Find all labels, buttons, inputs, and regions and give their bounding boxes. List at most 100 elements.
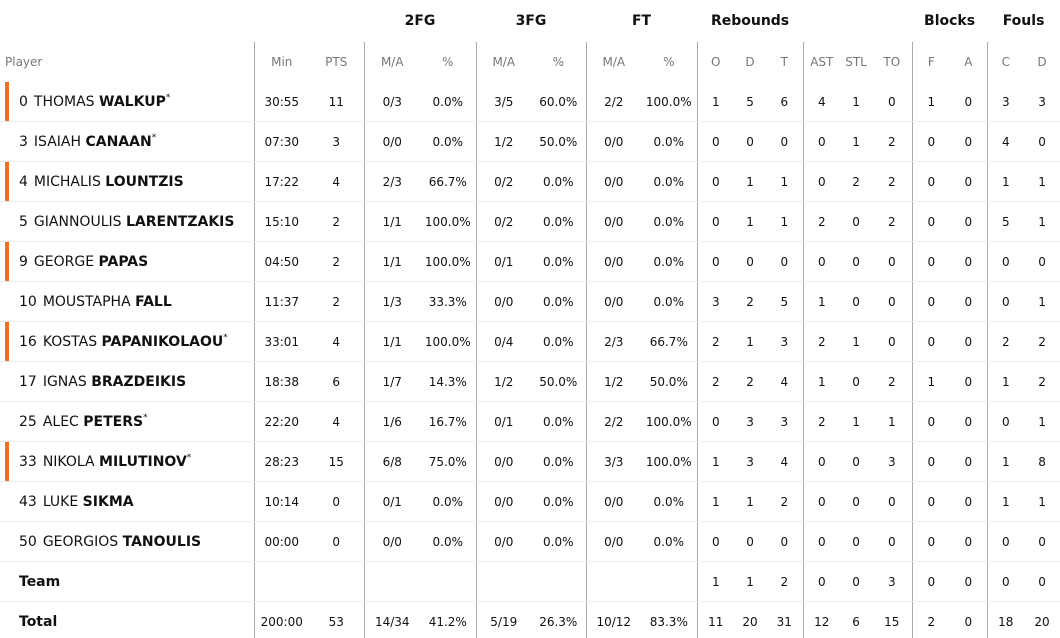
stat-ft-ma: 2/2 xyxy=(585,82,642,122)
stat-3fg-pct: 0.0% xyxy=(531,401,587,442)
player-last-name[interactable]: CANAAN xyxy=(85,133,152,150)
column-header-ast[interactable]: AST xyxy=(802,42,841,82)
stat-ast: 0 xyxy=(802,121,841,162)
column-header-reb-d[interactable]: D xyxy=(745,55,755,69)
column-header-player[interactable]: Player xyxy=(5,55,43,69)
column-header-2fg-ma[interactable]: M/A xyxy=(363,42,420,82)
player-last-name[interactable]: WALKUP xyxy=(99,93,166,110)
player-cell[interactable]: 43 LUKE SIKMA xyxy=(0,481,254,522)
on-court-indicator xyxy=(5,82,9,121)
stat-fouls-d: 1 xyxy=(1024,401,1060,442)
stat-ast: 0 xyxy=(802,441,841,482)
player-last-name[interactable]: LOUNTZIS xyxy=(105,173,184,190)
player-cell[interactable]: 33 NIKOLA MILUTINOV* xyxy=(0,441,254,482)
stat-to: 0 xyxy=(872,241,913,282)
stat-3fg-pct: 0.0% xyxy=(531,241,587,282)
stat-2fg-pct: 16.7% xyxy=(420,401,477,442)
column-header-ft-pct[interactable]: % xyxy=(663,55,675,69)
table-row[interactable]: 17 IGNAS BRAZDEIKIS 18:38 6 1/7 14.3% 1/2 50.0%… xyxy=(0,361,1060,402)
stat-ft-pct: 0.0% xyxy=(641,481,698,522)
column-header-blk-a[interactable]: A xyxy=(964,55,973,69)
table-row[interactable]: 0 THOMAS WALKUP* 30:55 11 0/3 0.0% 3/5 60.0% 2/2… xyxy=(0,82,1060,122)
player-last-name[interactable]: FALL xyxy=(135,293,172,310)
player-number: 43 xyxy=(19,493,37,510)
player-cell[interactable]: 10 MOUSTAPHA FALL xyxy=(0,281,254,322)
stat-3fg-pct: 0.0% xyxy=(531,521,587,562)
player-cell[interactable]: 50 GEORGIOS TANOULIS xyxy=(0,521,254,562)
column-header-fouls-d[interactable]: D xyxy=(1037,55,1047,69)
table-row[interactable]: 25 ALEC PETERS* 22:20 4 1/6 16.7% 0/1 0.0% 2/2 10… xyxy=(0,401,1060,442)
stat-blk-f: 0 xyxy=(911,281,951,322)
column-header-stl[interactable]: STL xyxy=(845,55,867,69)
stat-reb-d: 1 xyxy=(734,561,767,602)
table-row[interactable]: 33 NIKOLA MILUTINOV* 28:23 15 6/8 75.0% 0/0 0.0… xyxy=(0,441,1060,482)
column-header-to[interactable]: TO xyxy=(883,55,901,69)
stat-to: 2 xyxy=(872,361,913,402)
player-last-name[interactable]: PAPANIKOLAOU xyxy=(101,333,224,350)
column-header-min[interactable]: Min xyxy=(253,42,309,82)
column-header-3fg-ma[interactable]: M/A xyxy=(475,42,532,82)
stat-min: 17:22 xyxy=(253,161,309,202)
player-last-name[interactable]: BRAZDEIKIS xyxy=(91,373,187,390)
stat-reb-d: 0 xyxy=(734,241,767,282)
column-header-fouls-c[interactable]: C xyxy=(986,42,1025,82)
stat-blk-f: 2 xyxy=(911,601,951,638)
player-number: 33 xyxy=(19,453,37,470)
stat-stl: 1 xyxy=(840,401,873,442)
stat-fouls-d: 0 xyxy=(1024,521,1060,562)
stat-blk-f: 0 xyxy=(911,521,951,562)
player-last-name[interactable]: SIKMA xyxy=(82,493,134,510)
stat-min: 33:01 xyxy=(253,321,309,362)
column-header-pts[interactable]: PTS xyxy=(325,55,348,69)
player-cell[interactable]: 16 KOSTAS PAPANIKOLAOU* xyxy=(0,321,254,362)
stat-2fg-pct: 100.0% xyxy=(420,321,477,362)
player-last-name[interactable]: TANOULIS xyxy=(122,533,202,550)
stat-fouls-d: 0 xyxy=(1024,241,1060,282)
table-row[interactable]: 5 GIANNOULIS LARENTZAKIS 15:10 2 1/1 100.0% 0/… xyxy=(0,201,1060,242)
player-last-name[interactable]: LARENTZAKIS xyxy=(125,213,235,230)
stat-ast: 0 xyxy=(802,561,841,602)
player-cell[interactable]: 25 ALEC PETERS* xyxy=(0,401,254,442)
stat-stl: 0 xyxy=(840,441,873,482)
column-header-reb-t[interactable]: T xyxy=(780,55,788,69)
stat-blk-a: 0 xyxy=(950,281,988,322)
player-cell[interactable]: 0 THOMAS WALKUP* xyxy=(0,82,254,122)
stat-3fg-ma: 0/0 xyxy=(475,481,532,522)
stat-to: 0 xyxy=(872,481,913,522)
stat-reb-d: 20 xyxy=(742,614,758,629)
table-row[interactable]: 3 ISAIAH CANAAN* 07:30 3 0/0 0.0% 1/2 50.0% 0/0 0… xyxy=(0,121,1060,162)
stat-stl: 0 xyxy=(840,521,873,562)
stat-reb-o: 2 xyxy=(696,361,735,402)
column-header-3fg-pct[interactable]: % xyxy=(552,55,564,69)
stat-pts: 53 xyxy=(328,614,344,629)
player-cell[interactable]: 3 ISAIAH CANAAN* xyxy=(0,121,254,162)
stat-min: 00:00 xyxy=(253,521,309,562)
group-3fg: 3FG xyxy=(515,13,547,29)
column-header-ft-ma[interactable]: M/A xyxy=(585,42,642,82)
table-row[interactable]: 4 MICHALIS LOUNTZIS 17:22 4 2/3 66.7% 0/2 0.0% 0… xyxy=(0,161,1060,202)
stat-3fg-ma: 5/19 xyxy=(475,601,532,638)
column-header-blk-f[interactable]: F xyxy=(911,42,951,82)
player-cell[interactable]: 4 MICHALIS LOUNTZIS xyxy=(0,161,254,202)
stat-3fg-pct: 0.0% xyxy=(531,161,587,202)
stat-reb-t: 4 xyxy=(766,441,804,482)
table-row[interactable]: 50 GEORGIOS TANOULIS 00:00 0 0/0 0.0% 0/0 0.0% 0… xyxy=(0,521,1060,562)
player-cell[interactable]: 5 GIANNOULIS LARENTZAKIS xyxy=(0,201,254,242)
group-ft: FT xyxy=(631,13,652,29)
starter-marker: * xyxy=(143,412,148,423)
table-row[interactable]: 43 LUKE SIKMA 10:14 0 0/1 0.0% 0/0 0.0% 0/0 0.0% 1… xyxy=(0,481,1060,522)
stat-ft-pct: 100.0% xyxy=(641,441,698,482)
column-header-reb-o[interactable]: O xyxy=(696,42,735,82)
stat-blk-f: 0 xyxy=(911,481,951,522)
table-row[interactable]: 16 KOSTAS PAPANIKOLAOU* 33:01 4 1/1 100.0% 0/4… xyxy=(0,321,1060,362)
column-header-2fg-pct[interactable]: % xyxy=(442,55,454,69)
table-row[interactable]: 9 GEORGE PAPAS 04:50 2 1/1 100.0% 0/1 0.0% 0/0 0.… xyxy=(0,241,1060,282)
table-row[interactable]: 10 MOUSTAPHA FALL 11:37 2 1/3 33.3% 0/0 0.0% 0/0… xyxy=(0,281,1060,322)
player-last-name[interactable]: PAPAS xyxy=(98,253,149,270)
player-cell[interactable]: 17 IGNAS BRAZDEIKIS xyxy=(0,361,254,402)
column-header-row: Player Min PTS M/A% M/A% M/A% O D T AST STL TO F A C D xyxy=(0,42,1060,82)
player-last-name[interactable]: MILUTINOV xyxy=(99,453,187,470)
stat-reb-t: 5 xyxy=(766,281,804,322)
player-last-name[interactable]: PETERS xyxy=(83,413,144,430)
player-cell[interactable]: 9 GEORGE PAPAS xyxy=(0,241,254,282)
